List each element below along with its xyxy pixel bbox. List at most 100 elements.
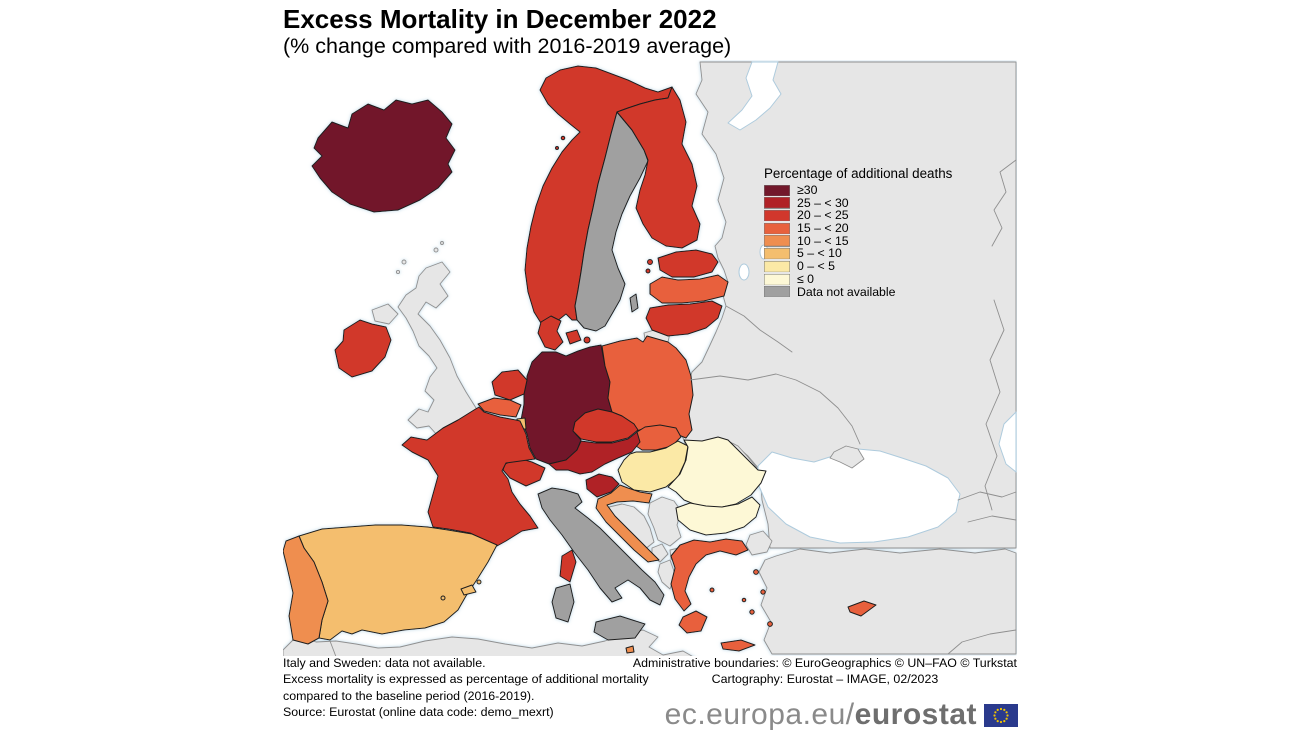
country-albania — [657, 559, 676, 590]
non-eu-internal-borders — [329, 159, 1017, 656]
country-estonia — [657, 249, 719, 278]
legend-item: 5 – < 10 — [764, 247, 952, 260]
border-morocco-algeria — [329, 640, 337, 656]
country-poland — [601, 335, 694, 439]
country-croatia — [595, 484, 660, 563]
eu-flag-stars — [993, 707, 1009, 723]
country-greece-island-4 — [767, 621, 773, 627]
legend-swatch — [764, 286, 790, 298]
border-russia-internal-2 — [984, 299, 1005, 511]
europe-choropleth-map — [283, 61, 1017, 656]
country-slovenia — [585, 473, 620, 498]
country-portugal — [283, 535, 329, 645]
legend-swatch — [764, 222, 790, 235]
legend-label: 15 – < 20 — [797, 221, 849, 236]
footnote-line: compared to the baseline period (2016-20… — [283, 688, 535, 703]
eu-countries — [283, 65, 877, 654]
country-france — [401, 406, 539, 547]
country-uk-northern-ireland — [371, 303, 399, 325]
legend-label: ≤ 0 — [797, 271, 815, 286]
legend-item: 10 – < 15 — [764, 235, 952, 248]
legend-item: ≤ 0 — [764, 273, 952, 286]
country-greece-crete — [720, 639, 756, 652]
eurostat-url: ec.europa.eu/eurostat — [665, 698, 977, 732]
legend-swatch — [764, 248, 790, 260]
title-block: Excess Mortality in December 2022 (% cha… — [283, 4, 731, 59]
border-ukraine-belarus-russia — [689, 373, 861, 445]
country-hungary — [617, 440, 689, 493]
country-greece-island-5 — [741, 597, 747, 603]
border-turkey-syria — [947, 629, 1017, 655]
country-spain-ibiza — [440, 595, 446, 601]
region-north-africa — [283, 629, 693, 656]
eu-flag-icon — [984, 703, 1018, 727]
legend-title: Percentage of additional deaths — [764, 166, 953, 181]
legend-swatch — [764, 260, 790, 273]
country-turkey-anatolia — [758, 548, 1017, 655]
legend-swatch — [764, 210, 790, 222]
country-czechia — [572, 408, 639, 443]
legend-label: 25 – < 30 — [797, 195, 849, 210]
country-spain — [298, 524, 498, 641]
copyright-line: Administrative boundaries: © EuroGeograp… — [632, 656, 1017, 670]
legend-item: ≥30 — [764, 184, 952, 197]
non-eu-land — [283, 61, 1017, 656]
country-norway-lofoten — [560, 135, 566, 141]
page-title: Excess Mortality in December 2022 — [283, 4, 717, 34]
legend-swatch — [764, 273, 790, 285]
country-denmark — [537, 315, 564, 351]
country-bulgaria — [675, 496, 761, 536]
country-norway-lofoten-2 — [555, 146, 559, 150]
country-latvia — [649, 274, 729, 304]
country-greece-island-6 — [709, 587, 715, 593]
country-cyprus — [847, 600, 877, 617]
country-spain-menorca — [476, 579, 482, 585]
sea-overlays — [727, 61, 1017, 544]
legend-swatch — [764, 235, 790, 247]
country-estonia-island — [647, 259, 653, 265]
footnote-line: Italy and Sweden: data not available. — [283, 656, 486, 670]
country-netherlands — [491, 369, 528, 401]
country-ireland — [334, 319, 392, 378]
island-orkney — [433, 247, 439, 253]
country-sweden-gotland — [629, 293, 639, 313]
country-greece-island-3 — [749, 609, 755, 615]
eurostat-logo: ec.europa.eu/eurostat — [665, 698, 1018, 732]
country-sweden — [574, 111, 649, 332]
country-italy — [537, 487, 665, 606]
country-greece-island-2 — [760, 589, 766, 595]
legend-label: 10 – < 15 — [797, 233, 849, 248]
country-malta — [625, 645, 635, 654]
caspian-sea — [998, 411, 1017, 473]
country-greece-island-1 — [753, 569, 759, 575]
legend-label: Data not available — [797, 284, 896, 299]
country-belgium — [477, 397, 522, 418]
island-hebrides — [401, 259, 407, 265]
black-sea — [757, 448, 961, 544]
border-russia-internal-1 — [991, 159, 1017, 247]
footnote-line: Source: Eurostat (online data code: demo… — [283, 705, 554, 720]
legend-label: ≥30 — [797, 183, 818, 197]
country-greece — [670, 538, 749, 612]
country-italy-sicily — [593, 615, 646, 641]
country-corsica — [559, 549, 577, 583]
country-italy-sardinia — [551, 583, 575, 623]
map-legend: Percentage of additional deaths ≥30 25 –… — [764, 166, 952, 298]
lake-ladoga — [738, 263, 750, 281]
legend-label: 0 – < 5 — [797, 259, 835, 274]
region-crimea — [829, 445, 865, 469]
legend-label: 5 – < 10 — [797, 246, 842, 261]
legend-item: 0 – < 5 — [764, 260, 952, 273]
country-iceland — [311, 99, 456, 213]
border-caucasus-2 — [967, 515, 1017, 523]
legend-item: 15 – < 20 — [764, 222, 952, 235]
eurostat-url-prefix: ec.europa.eu/ — [664, 698, 855, 731]
country-finland — [616, 86, 701, 249]
country-turkey-thrace — [745, 530, 773, 556]
legend-item: Data not available — [764, 284, 952, 299]
legend-swatch — [764, 184, 790, 196]
country-estonia-island-2 — [645, 268, 651, 274]
country-spain-balearics — [460, 584, 477, 596]
legend-swatch — [764, 197, 790, 209]
